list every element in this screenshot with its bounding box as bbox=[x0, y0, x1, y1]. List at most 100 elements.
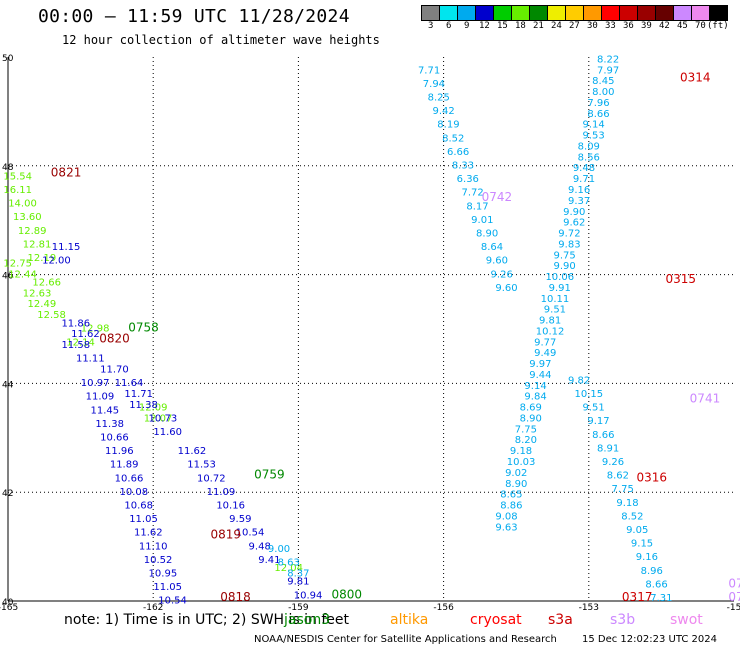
swh-value: 8.37 bbox=[287, 569, 309, 580]
swh-value: 8.65 bbox=[500, 490, 522, 501]
swh-value: 9.90 bbox=[563, 207, 585, 218]
satellite-jason3: jason3 bbox=[284, 612, 331, 628]
swh-value: 9.97 bbox=[529, 359, 551, 370]
pass-time-label: 0315 bbox=[665, 272, 696, 286]
pass-time-label: 0821 bbox=[51, 166, 82, 180]
swh-value: 8.66 bbox=[587, 109, 609, 120]
legend-swatch bbox=[709, 5, 728, 21]
swh-value: 16.11 bbox=[3, 185, 32, 196]
swh-value: 10.66 bbox=[115, 473, 144, 484]
legend-label: 9 bbox=[464, 21, 470, 31]
swh-value: 10.06 bbox=[545, 272, 574, 283]
pass-time-label: 0800 bbox=[332, 587, 363, 601]
swh-value: 7.31 bbox=[650, 593, 672, 604]
pass-time-label: 0739 bbox=[728, 590, 740, 604]
altimeter-tracks: 8.227.978.458.007.968.669.149.538.098.56… bbox=[3, 54, 672, 606]
latitude-axis: 50 48 46 44 42 40 bbox=[2, 54, 14, 608]
legend-label: 36 bbox=[623, 21, 634, 31]
lat-tick-label: 40 bbox=[2, 598, 14, 608]
swh-value: 7.97 bbox=[597, 65, 619, 76]
swh-value: 11.45 bbox=[90, 405, 119, 416]
swh-value: 11.86 bbox=[61, 318, 90, 329]
swh-value: 8.86 bbox=[500, 501, 522, 512]
swh-value: 9.08 bbox=[495, 511, 517, 522]
swh-value: 12.00 bbox=[42, 256, 71, 267]
swh-value: 10.54 bbox=[236, 528, 265, 539]
swh-value: 8.52 bbox=[442, 133, 464, 144]
lat-tick-label: 44 bbox=[2, 380, 14, 390]
legend-label: 6 bbox=[446, 21, 452, 31]
legend-label: 42 bbox=[659, 21, 670, 31]
swh-value: 8.56 bbox=[578, 152, 600, 163]
swh-value: 9.81 bbox=[539, 316, 561, 327]
swh-value: 11.53 bbox=[187, 460, 216, 471]
lon-tick-label: -156 bbox=[433, 603, 454, 613]
swh-value: 8.22 bbox=[597, 54, 619, 65]
swh-value: 9.63 bbox=[495, 522, 517, 533]
satellite-cryosat: cryosat bbox=[470, 612, 522, 628]
swh-value: 12.58 bbox=[37, 310, 66, 321]
lon-tick-label: -153 bbox=[579, 603, 599, 613]
generation-timestamp: 15 Dec 12:02:23 UTC 2024 bbox=[582, 634, 717, 645]
pass-time-label: 0742 bbox=[482, 190, 513, 204]
swh-value: 9.59 bbox=[229, 514, 251, 525]
pass-time-label: 0740 bbox=[728, 576, 740, 590]
swh-value: 9.77 bbox=[534, 337, 556, 348]
swh-value: 10.16 bbox=[216, 501, 245, 512]
swh-value: 11.38 bbox=[129, 400, 158, 411]
swh-value: 9.49 bbox=[534, 348, 556, 359]
swh-value: 9.48 bbox=[249, 541, 271, 552]
swh-value: 12.19 bbox=[28, 253, 57, 264]
lon-tick-label: -162 bbox=[143, 603, 163, 613]
swh-value: 11.09 bbox=[207, 487, 236, 498]
swh-value: 8.66 bbox=[645, 579, 667, 590]
swh-value: 9.00 bbox=[268, 544, 290, 555]
swh-value: 8.91 bbox=[597, 443, 619, 454]
swh-value: 9.48 bbox=[573, 163, 595, 174]
swh-value: 13.60 bbox=[13, 212, 42, 223]
swh-value: 12.49 bbox=[28, 299, 57, 310]
swh-value: 9.14 bbox=[524, 381, 546, 392]
swh-value: 10.12 bbox=[536, 326, 565, 337]
legend-label: (ft) bbox=[707, 21, 729, 31]
swh-value: 8.52 bbox=[621, 511, 643, 522]
swh-value: 10.95 bbox=[149, 569, 178, 580]
swh-track-track-d: 15.54 16.11 14.00 13.60 12.89 12.81 12.1912.75… bbox=[3, 171, 303, 574]
swh-value: 11.71 bbox=[124, 389, 153, 400]
swh-value: 9.17 bbox=[587, 416, 609, 427]
map-subtitle: 12 hour collection of altimeter wave hei… bbox=[62, 33, 380, 47]
pass-time-label: 0316 bbox=[636, 470, 667, 484]
pass-time-label: 0317 bbox=[622, 590, 653, 604]
swh-value: 11.58 bbox=[61, 340, 90, 351]
swh-value: 9.14 bbox=[583, 120, 605, 131]
swh-value: 8.66 bbox=[592, 430, 614, 441]
swh-value: 12.66 bbox=[32, 277, 61, 288]
swh-value: 8.00 bbox=[592, 87, 614, 98]
lon-tick-label: -15 bbox=[727, 603, 740, 613]
legend-label: 24 bbox=[551, 21, 562, 31]
swh-value: 11.62 bbox=[134, 528, 163, 539]
swh-value: 9.16 bbox=[568, 185, 590, 196]
swh-value: 8.25 bbox=[428, 93, 450, 104]
credit-line: NOAA/NESDIS Center for Satellite Applica… bbox=[254, 634, 557, 645]
swh-value: 9.53 bbox=[583, 131, 605, 142]
legend-label: 21 bbox=[533, 21, 544, 31]
swh-value: 9.26 bbox=[602, 457, 624, 468]
swh-value: 12.89 bbox=[18, 226, 47, 237]
swh-value: 9.75 bbox=[553, 250, 575, 261]
swh-value: 12.14 bbox=[66, 337, 95, 348]
swh-value: 8.19 bbox=[437, 120, 459, 131]
satellite-s3a: s3a bbox=[548, 612, 573, 628]
swh-value: 9.18 bbox=[616, 498, 638, 509]
swh-value: 9.02 bbox=[505, 468, 527, 479]
swh-value: 8.45 bbox=[592, 76, 614, 87]
swh-value: 9.60 bbox=[486, 256, 508, 267]
swh-value: 9.72 bbox=[558, 229, 580, 240]
swh-value: 10.03 bbox=[507, 457, 536, 468]
pass-time-label: 0819 bbox=[211, 527, 242, 541]
swh-value: 9.18 bbox=[510, 446, 532, 457]
swh-value: 8.90 bbox=[476, 229, 498, 240]
swh-value: 8.17 bbox=[466, 201, 488, 212]
lat-tick-label: 48 bbox=[2, 163, 14, 173]
legend-label: 12 bbox=[479, 21, 490, 31]
